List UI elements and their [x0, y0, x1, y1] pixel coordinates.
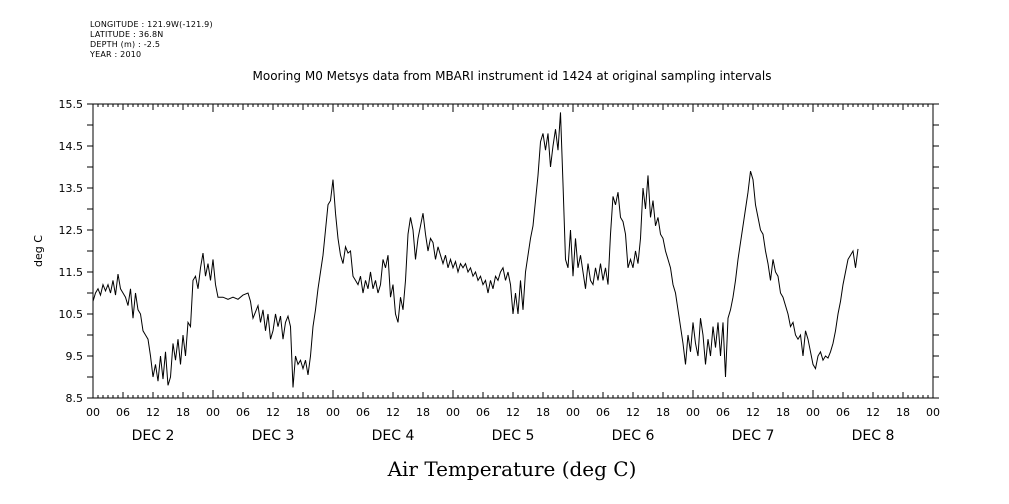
x-tick-label: 18 [176, 406, 190, 419]
year-label: YEAR : 2010 [90, 50, 142, 59]
day-label: DEC 6 [612, 428, 655, 444]
x-axis-label: Air Temperature (deg C) [387, 457, 637, 481]
y-tick-label: 11.5 [59, 266, 84, 279]
x-tick-label: 00 [686, 406, 700, 419]
y-tick-label: 12.5 [59, 224, 84, 237]
x-tick-label: 18 [416, 406, 430, 419]
x-tick-label: 00 [86, 406, 100, 419]
x-tick-labels: 00 06 12 18 00 06 12 18 00 06 12 18 00 06 12 18 00 06 12 18… [86, 406, 940, 419]
latitude-label: LATITUDE : 36.8N [90, 30, 164, 39]
y-tick-label: 8.5 [66, 392, 84, 405]
plot-frame [92, 103, 934, 399]
x-tick-label: 00 [926, 406, 940, 419]
longitude-label: LONGITUDE : 121.9W(-121.9) [90, 20, 213, 29]
y-tick-labels: 8.5 9.5 10.5 11.5 12.5 13.5 14.5 15.5 [59, 98, 84, 405]
x-tick-label: 12 [386, 406, 400, 419]
x-tick-label: 00 [206, 406, 220, 419]
x-tick-label: 18 [776, 406, 790, 419]
y-tick-label: 9.5 [66, 350, 84, 363]
day-label: DEC 3 [252, 428, 295, 444]
y-tick-label: 10.5 [59, 308, 84, 321]
metadata-block: LONGITUDE : 121.9W(-121.9) LATITUDE : 36… [90, 20, 213, 60]
x-tick-label: 06 [236, 406, 250, 419]
x-tick-label: 06 [836, 406, 850, 419]
day-label: DEC 2 [132, 428, 175, 444]
depth-label: DEPTH (m) : -2.5 [90, 40, 161, 49]
x-tick-label: 12 [866, 406, 880, 419]
x-tick-label: 18 [656, 406, 670, 419]
x-tick-label: 06 [716, 406, 730, 419]
chart-title: Mooring M0 Metsys data from MBARI instru… [253, 69, 772, 83]
x-tick-label: 06 [356, 406, 370, 419]
x-tick-label: 06 [596, 406, 610, 419]
x-tick-label: 18 [536, 406, 550, 419]
x-tick-label: 12 [266, 406, 280, 419]
x-tick-label: 12 [626, 406, 640, 419]
x-tick-label: 06 [116, 406, 130, 419]
x-tick-label: 12 [746, 406, 760, 419]
y-tick-label: 15.5 [59, 98, 84, 111]
x-tick-label: 12 [146, 406, 160, 419]
x-tick-label: 00 [806, 406, 820, 419]
x-tick-label: 00 [446, 406, 460, 419]
day-label: DEC 5 [492, 428, 535, 444]
y-tick-label: 13.5 [59, 182, 84, 195]
day-label: DEC 4 [372, 428, 415, 444]
axis-ticks [87, 103, 939, 399]
day-labels: DEC 2 DEC 3 DEC 4 DEC 5 DEC 6 DEC 7 DEC 8 [132, 428, 895, 444]
x-tick-label: 12 [506, 406, 520, 419]
y-axis-label: deg C [32, 235, 45, 267]
x-tick-label: 18 [296, 406, 310, 419]
x-tick-label: 00 [326, 406, 340, 419]
series-line [92, 112, 859, 388]
x-tick-label: 00 [566, 406, 580, 419]
x-tick-label: 06 [476, 406, 490, 419]
day-label: DEC 8 [852, 428, 895, 444]
x-tick-label: 18 [896, 406, 910, 419]
y-tick-label: 14.5 [59, 140, 84, 153]
day-label: DEC 7 [732, 428, 775, 444]
